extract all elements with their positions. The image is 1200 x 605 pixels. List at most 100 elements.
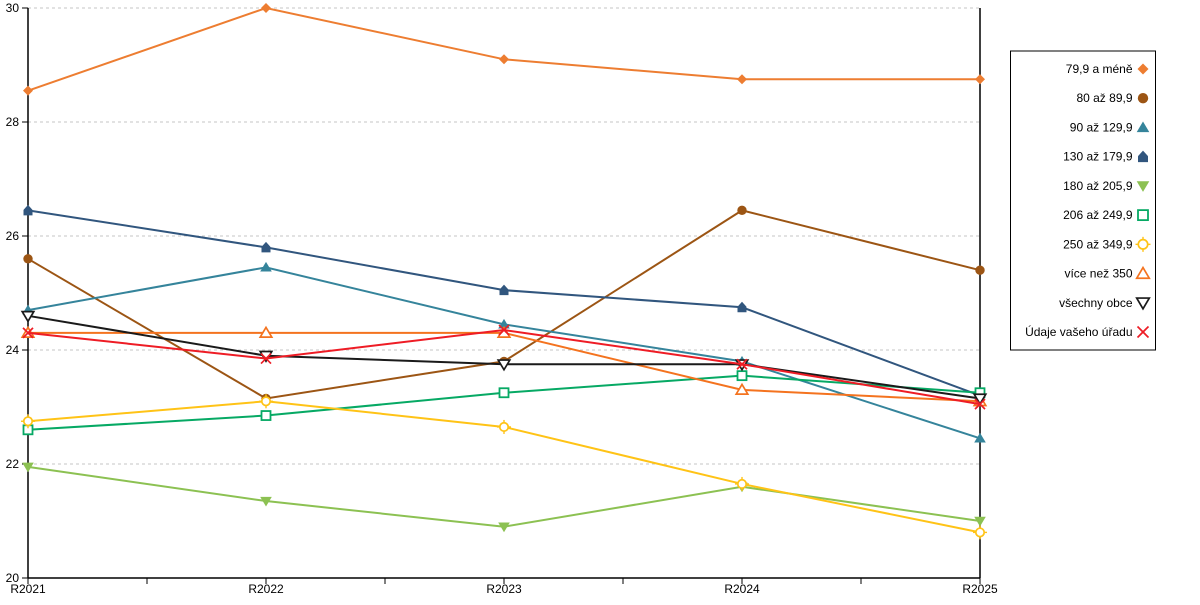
series-79-9-a-m-n-	[23, 3, 985, 96]
legend-label: 206 až 249,9	[1063, 208, 1133, 222]
legend-label: 79,9 a méně	[1066, 62, 1133, 76]
x-axis-tick-label: R2025	[962, 582, 998, 596]
triangle-up-marker-icon	[974, 432, 986, 443]
data-point-marker	[1138, 150, 1148, 163]
square-open-marker-icon	[1137, 209, 1149, 222]
legend-item: 206 až 249,9	[1063, 208, 1149, 222]
legend-item: 90 až 129,9	[1070, 120, 1150, 134]
series-line	[27, 465, 981, 528]
legend-label: Údaje vašeho úřadu	[1025, 324, 1132, 339]
series-180-a-205-9	[22, 462, 986, 533]
legend-label: 180 až 205,9	[1063, 179, 1133, 193]
legend-item: 79,9 a méně	[1066, 62, 1149, 76]
x-axis-tick-label: R2023	[486, 582, 522, 596]
legend-box	[1010, 50, 1156, 351]
circle-marker-icon	[975, 265, 985, 275]
diamond-marker-icon	[975, 74, 985, 85]
axes	[22, 7, 981, 584]
data-point-marker	[1136, 325, 1150, 339]
series-250-a-349-9	[21, 394, 987, 540]
data-point-marker	[1137, 93, 1149, 104]
legend-label: všechny obce	[1059, 296, 1133, 310]
house-marker-icon	[499, 284, 509, 296]
data-point-marker	[499, 54, 509, 65]
data-point-marker	[973, 525, 987, 540]
data-point-marker	[498, 324, 510, 336]
x-marker-icon	[22, 327, 34, 339]
legend-item: 130 až 179,9	[1063, 150, 1148, 164]
triangle-down-marker-icon	[260, 496, 272, 507]
data-point-marker	[1137, 63, 1149, 75]
diamond-marker-icon	[1137, 63, 1149, 75]
house-marker-icon	[23, 204, 33, 216]
diamond-marker-icon	[23, 85, 33, 96]
data-point-marker	[496, 359, 512, 372]
legend-label: více než 350	[1064, 267, 1132, 281]
data-point-marker	[734, 382, 750, 395]
x-marker-icon	[1136, 325, 1150, 339]
data-point-marker	[498, 522, 510, 533]
data-point-marker	[736, 358, 748, 370]
data-point-marker	[975, 265, 985, 275]
data-point-marker	[1136, 121, 1150, 133]
series-v-ce-ne-350	[20, 325, 988, 407]
x-axis-tick-label: R2024	[724, 582, 760, 596]
legend-label: 90 až 129,9	[1070, 120, 1133, 134]
triangle-up-open-marker-icon	[1135, 265, 1151, 280]
circle-plus-marker-icon	[498, 421, 510, 432]
square-open-marker-icon	[736, 370, 748, 382]
series-206-a-249-9	[22, 370, 986, 436]
house-marker-icon	[261, 241, 271, 253]
data-point-marker	[975, 74, 985, 85]
data-point-marker	[261, 3, 271, 13]
circle-plus-marker-icon	[974, 527, 986, 538]
square-open-marker-icon	[260, 410, 272, 421]
data-point-marker	[1135, 265, 1151, 280]
x-marker-icon	[974, 398, 986, 410]
data-point-marker	[972, 393, 988, 406]
x-axis-tick-label: R2022	[248, 582, 284, 596]
data-point-marker	[23, 254, 33, 264]
legend-label: 130 až 179,9	[1063, 150, 1133, 164]
data-point-marker	[974, 398, 986, 410]
diamond-marker-icon	[737, 74, 747, 85]
data-point-marker	[736, 370, 748, 382]
legend-item: Údaje vašeho úřadu	[1025, 324, 1150, 339]
data-point-marker	[1137, 209, 1149, 222]
y-axis-tick-label: 24	[6, 343, 20, 357]
house-marker-icon	[737, 301, 747, 313]
data-point-marker	[737, 301, 747, 313]
triangle-down-marker-icon	[1136, 181, 1150, 192]
data-point-marker	[20, 310, 36, 323]
data-point-marker	[1136, 181, 1150, 192]
series-v-echny-obce	[20, 310, 988, 406]
y-axis-tick-label: 22	[6, 457, 20, 471]
triangle-down-open-marker-icon	[20, 310, 36, 323]
circle-plus-marker-icon	[22, 416, 34, 427]
data-point-marker	[23, 204, 33, 216]
data-point-marker	[737, 74, 747, 85]
circle-plus-marker-icon	[736, 478, 748, 489]
triangle-up-open-marker-icon	[258, 325, 274, 338]
data-point-marker	[260, 352, 272, 365]
data-point-marker	[974, 432, 986, 443]
data-point-marker	[735, 476, 749, 491]
diamond-marker-icon	[499, 54, 509, 65]
y-axis-tick-label: 26	[6, 229, 20, 243]
y-axis-tick-label: 30	[6, 1, 20, 15]
data-series	[20, 3, 988, 540]
x-marker-icon	[260, 352, 272, 365]
data-point-marker	[259, 394, 273, 409]
legend: 79,9 a méně 80 až 89,9 90 až 129,9 130 až 1…	[1010, 50, 1156, 351]
x-marker-icon	[498, 324, 510, 336]
triangle-down-open-marker-icon	[1135, 297, 1151, 311]
triangle-down-open-marker-icon	[972, 393, 988, 406]
data-point-marker	[260, 496, 272, 507]
legend-item: 180 až 205,9	[1063, 179, 1150, 193]
triangle-up-open-marker-icon	[734, 382, 750, 395]
y-axis-tick-label: 28	[6, 115, 20, 129]
diamond-marker-icon	[261, 3, 271, 13]
circle-plus-marker-icon	[260, 396, 272, 407]
data-point-marker	[21, 414, 35, 429]
